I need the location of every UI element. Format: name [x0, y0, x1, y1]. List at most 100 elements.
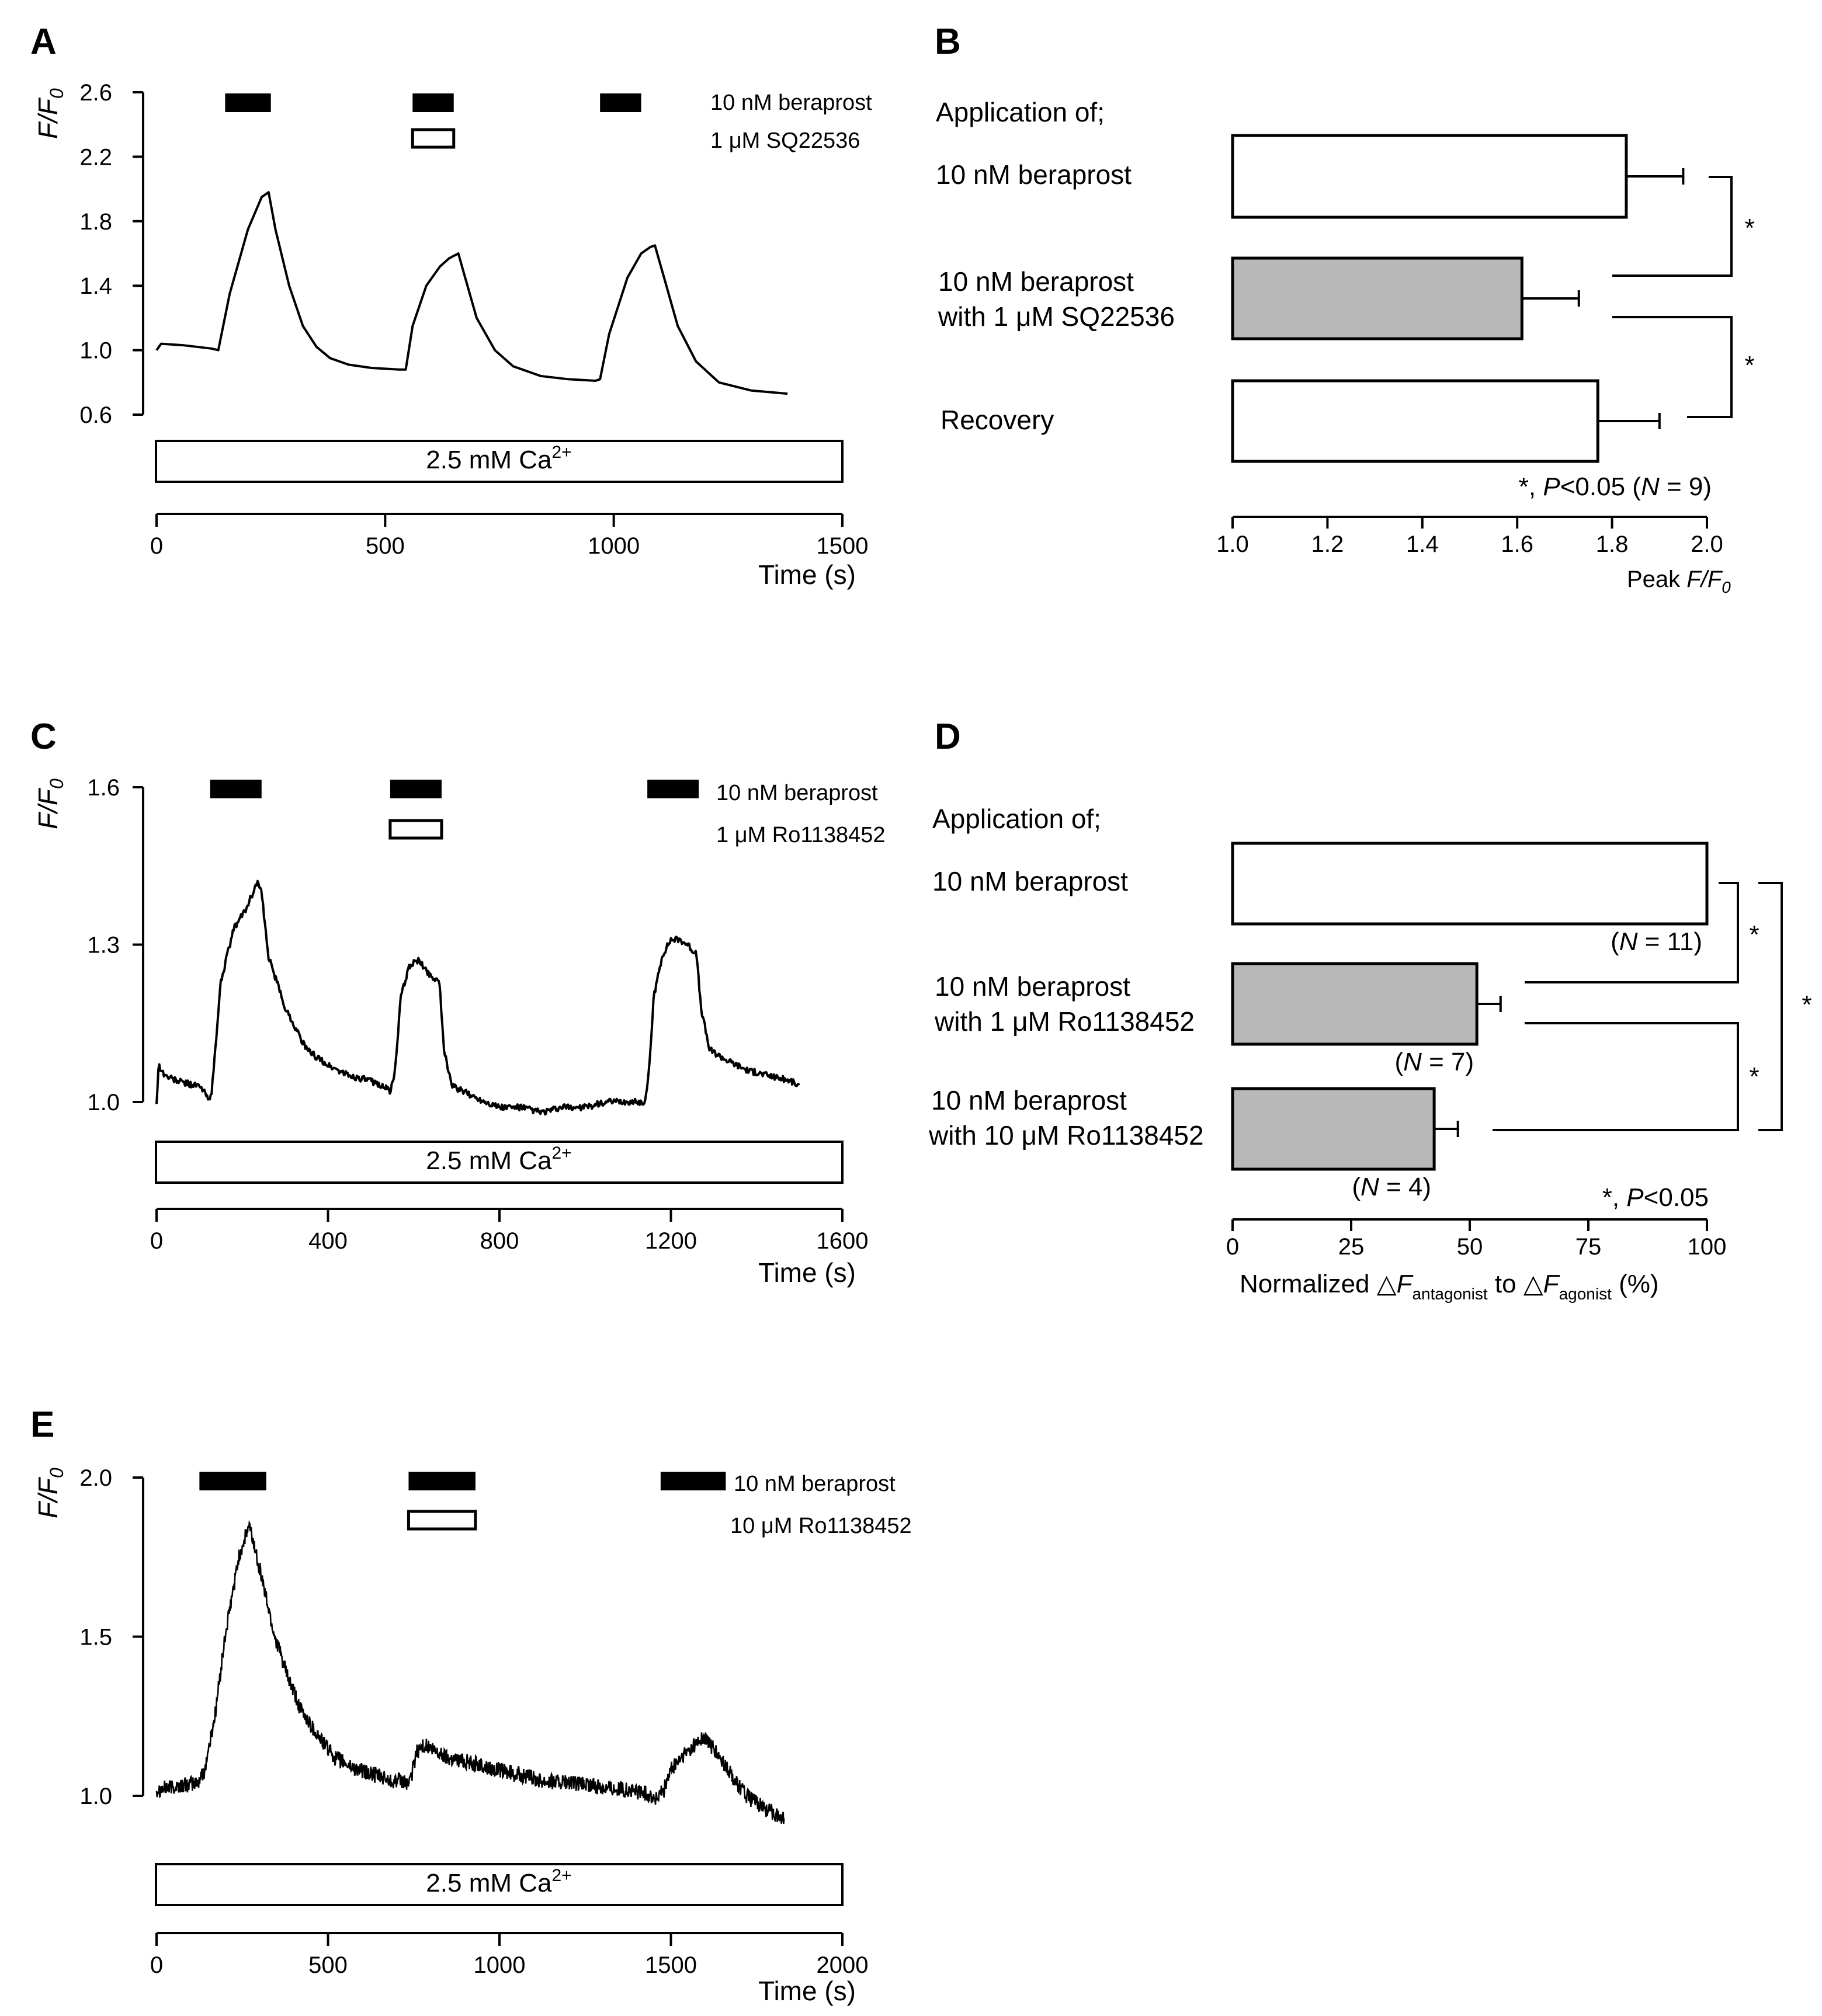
panel-e-x-label: Time (s) — [758, 1976, 856, 2006]
panel-d-cat-2-line2: with 1 μM Ro1138452 — [934, 1006, 1195, 1037]
panel-b-x-tick-label: 2.0 — [1691, 531, 1723, 557]
panel-d-cat-1: 10 nM beraprost — [932, 866, 1128, 896]
panel-c-x-tick-label: 0 — [150, 1228, 163, 1254]
panel-d-x-label: Normalized △Fantagonist to △Fagonist (%) — [1240, 1270, 1659, 1303]
panel-a-y-tick-label: 1.0 — [79, 338, 112, 364]
panel-e-agonist-bar — [660, 1472, 726, 1490]
panel-b-bar — [1231, 256, 1523, 340]
panel-b-x-label: Peak F/F0 — [1627, 566, 1731, 596]
panel-a-y-label: F/F0 — [33, 88, 67, 139]
panel-e-bath-rect — [155, 1863, 844, 1906]
panel-d-x-tick-label: 0 — [1226, 1234, 1239, 1260]
panel-e-x-tick-label: 1500 — [645, 1952, 697, 1978]
panel-c-y-tick-label: 1.0 — [87, 1090, 120, 1115]
panel-c-antagonist-bar — [388, 819, 443, 840]
panel-b-bars — [1231, 134, 1685, 463]
panel-c-x-label: Time (s) — [758, 1257, 856, 1288]
panel-a-bath-rect — [155, 440, 844, 483]
panel-b-cat-1: 10 nM beraprost — [936, 159, 1132, 190]
panel-a-trace-layer — [155, 191, 788, 395]
panel-b-x-tick-label: 1.6 — [1501, 531, 1533, 557]
panel-a-agonist-bar — [225, 93, 271, 112]
panel-b-x-tick-label: 1.2 — [1311, 531, 1344, 557]
panel-b-bar — [1231, 379, 1599, 463]
panel-d-n-label: (N = 7) — [1394, 1048, 1474, 1076]
panel-d-bar — [1231, 962, 1479, 1046]
panel-b-cat-2-line2: with 1 μM SQ22536 — [938, 301, 1175, 332]
panel-c-y-label: F/F0 — [33, 778, 67, 829]
panel-c-agonist-bar — [210, 780, 262, 798]
panel-a-y-label-text: F/F0 — [33, 88, 67, 139]
panel-b-star-1: * — [1744, 214, 1754, 242]
panel-e-y-tick-label: 2.0 — [79, 1465, 112, 1491]
panel-b-star-2: * — [1744, 351, 1754, 380]
panel-c-legend-antagonist: 1 μM Ro1138452 — [716, 823, 886, 847]
panel-a-y-tick-label: 2.6 — [79, 80, 112, 106]
panel-c-bath-box: 2.5 mM Ca2+ — [155, 1141, 844, 1184]
panel-e-y-tick-label: 1.0 — [79, 1784, 112, 1809]
panel-c-y-tick-label: 1.6 — [87, 775, 120, 801]
panel-a-y-tick-label: 1.4 — [79, 273, 112, 299]
panel-a-y-tick-label: 2.2 — [79, 144, 112, 170]
panel-a-application-bars — [225, 93, 641, 149]
panel-c-bath-label: 2.5 mM Ca2+ — [426, 1143, 571, 1175]
panel-d-x-tick-label: 50 — [1457, 1234, 1483, 1260]
panel-a: A 10 nM beraprost 1 μM SQ22536 F/F0 0.6 1… — [30, 22, 872, 590]
panel-a-y-tick-label: 1.8 — [79, 209, 112, 235]
panel-e-x-tick-label: 500 — [308, 1952, 348, 1978]
panel-d-significance: * * * — [1493, 882, 1812, 1131]
panel-c-x-tick-label: 800 — [480, 1228, 519, 1254]
panel-b-note: *, P<0.05 (N = 9) — [1519, 472, 1712, 501]
panel-a-legend-agonist: 10 nM beraprost — [710, 91, 872, 115]
panel-c-application-bars — [210, 780, 699, 840]
panel-e-x-tick-label: 1000 — [474, 1952, 526, 1978]
panel-a-x-tick-label: 0 — [150, 533, 163, 559]
panel-a-x-label: Time (s) — [758, 559, 856, 590]
panel-a-antagonist-bar — [411, 128, 456, 149]
panel-e-antagonist-bar — [407, 1510, 477, 1531]
panel-e-trace — [155, 1520, 785, 1824]
panel-a-x-tick-label: 500 — [366, 533, 405, 559]
panel-c-y-tick-label: 1.3 — [87, 933, 120, 958]
panel-e-x-tick-label: 0 — [150, 1952, 163, 1978]
panel-d-bar — [1231, 842, 1709, 926]
panel-d-n-label: (N = 11) — [1611, 927, 1702, 956]
panel-letter-a: A — [30, 22, 57, 62]
panel-b: B Application of; 10 nM beraprost 10 nM … — [935, 22, 1755, 596]
panel-c: C 10 nM beraprost 1 μM Ro1138452 F/F0 1.… — [30, 717, 886, 1288]
panel-d-cat-2-line1: 10 nM beraprost — [935, 971, 1130, 1002]
panel-e-bath-box: 2.5 mM Ca2+ — [155, 1863, 844, 1906]
panel-d-bracket-1 — [1525, 882, 1739, 983]
panel-a-bath-label: 2.5 mM Ca2+ — [426, 443, 571, 474]
panel-e-x-axis: 0 500 1000 1500 2000 — [150, 1932, 868, 1978]
panel-c-x-tick-label: 1600 — [817, 1228, 869, 1254]
panel-e-agonist-bar — [199, 1472, 266, 1490]
panel-c-bath-rect — [155, 1141, 844, 1184]
panel-e-y-label-text: F/F0 — [33, 1468, 67, 1518]
panel-a-agonist-bar — [600, 93, 641, 112]
panel-b-x-axis: 1.0 1.2 1.4 1.6 1.8 2.0 — [1216, 516, 1723, 557]
panel-e-agonist-bar — [408, 1472, 476, 1490]
panel-e-bath-label: 2.5 mM Ca2+ — [426, 1866, 571, 1897]
panel-d-x-tick-label: 75 — [1575, 1234, 1602, 1260]
panel-d-bar — [1231, 1087, 1436, 1171]
panel-b-bar — [1231, 134, 1628, 219]
panel-b-x-tick-label: 1.4 — [1406, 531, 1439, 557]
panel-a-legend-antagonist: 1 μM SQ22536 — [710, 128, 860, 153]
panel-d-x-tick-label: 25 — [1338, 1234, 1365, 1260]
panel-d-x-tick-label: 100 — [1688, 1234, 1727, 1260]
panel-d-bracket-3 — [1758, 882, 1783, 1131]
panel-b-cat-3: Recovery — [941, 405, 1054, 435]
panel-b-significance: * * — [1612, 176, 1755, 418]
panel-c-agonist-bar — [390, 780, 442, 798]
panel-a-agonist-bar — [412, 93, 454, 112]
panel-c-legend-agonist: 10 nM beraprost — [716, 781, 878, 805]
panel-e-application-bars — [199, 1472, 726, 1531]
panel-e-trace-layer — [155, 1520, 785, 1824]
panel-e: E 10 nM beraprost 10 μM Ro1138452 F/F0 1… — [30, 1405, 912, 2006]
panel-letter-e: E — [30, 1405, 54, 1445]
panel-d-star-3: * — [1802, 990, 1811, 1019]
panel-e-legend-agonist: 10 nM beraprost — [734, 1472, 896, 1496]
panel-a-trace — [155, 191, 788, 395]
panel-d-note: *, P<0.05 — [1602, 1183, 1709, 1212]
